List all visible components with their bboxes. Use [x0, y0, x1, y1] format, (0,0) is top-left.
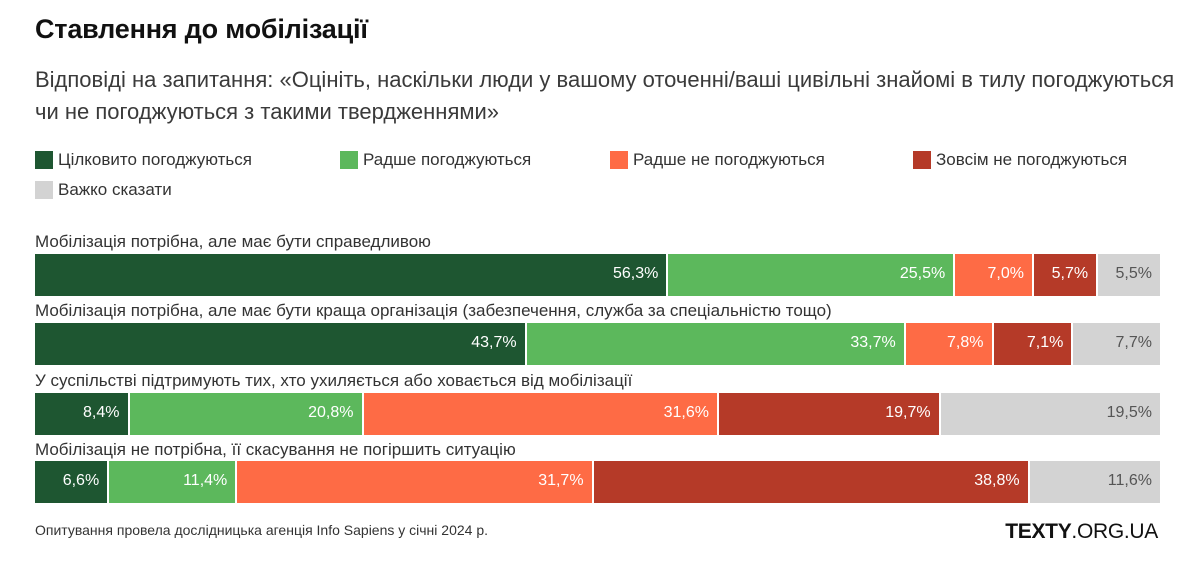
- row-label: Мобілізація не потрібна, її скасування н…: [35, 440, 516, 459]
- bar-segment: 31,7%: [237, 461, 592, 503]
- data-label: 6,6%: [62, 472, 100, 489]
- data-label: 31,6%: [663, 404, 709, 421]
- bar-segment: 43,7%: [35, 323, 525, 365]
- bar-segment: 7,1%: [993, 323, 1072, 365]
- brand-rest: .ORG.UA: [1071, 520, 1158, 543]
- data-label: 43,7%: [471, 334, 517, 351]
- data-label: 7,0%: [987, 265, 1024, 282]
- legend-swatch: [35, 151, 53, 169]
- bar-segment: 6,6%: [35, 461, 108, 503]
- legend-label: Радше не погоджуються: [633, 150, 825, 169]
- legend-label: Радше погоджуються: [363, 150, 532, 169]
- data-label: 8,4%: [83, 404, 120, 421]
- legend-item: Цілковито погоджуються: [35, 150, 252, 170]
- legend-item: Радше не погоджуються: [610, 150, 825, 170]
- data-label: 25,5%: [899, 265, 946, 282]
- bar-segment: 7,8%: [905, 323, 992, 365]
- bar-segment: 38,8%: [593, 461, 1028, 503]
- data-label: 19,5%: [1106, 404, 1152, 421]
- data-label: 20,8%: [308, 404, 354, 421]
- legend-item: Радше погоджуються: [340, 150, 531, 170]
- bar-segment: 20,8%: [129, 393, 362, 435]
- bar-row: 8,4% 20,8% 31,6% 19,7% 19,5%: [35, 393, 1160, 435]
- bar-segment: 19,5%: [940, 393, 1160, 435]
- bar-segment: 31,6%: [363, 393, 717, 435]
- chart-title: Ставлення до мобілізації: [35, 14, 368, 44]
- bar-row: 43,7% 33,7% 7,8% 7,1% 7,7%: [35, 323, 1160, 365]
- bar-segment: 5,5%: [1098, 254, 1160, 296]
- data-label: 31,7%: [538, 472, 584, 489]
- data-label: 19,7%: [885, 404, 931, 421]
- bar-segment: 11,4%: [109, 461, 236, 503]
- data-label: 5,7%: [1051, 265, 1089, 282]
- legend-item: Зовсім не погоджуються: [913, 150, 1127, 170]
- row-label: Мобілізація потрібна, але має бути краща…: [35, 301, 832, 320]
- legend-swatch: [340, 151, 358, 169]
- legend-item: Важко сказати: [35, 180, 172, 200]
- data-label: 7,1%: [1026, 334, 1064, 351]
- bar-segment: 7,0%: [955, 254, 1032, 296]
- bar-segment: 7,7%: [1073, 323, 1160, 365]
- bar-segment: 25,5%: [668, 254, 954, 296]
- bar-row: 6,6% 11,4% 31,7% 38,8% 11,6%: [35, 461, 1160, 503]
- legend-label: Цілковито погоджуються: [58, 150, 252, 169]
- legend-label: Важко сказати: [58, 180, 172, 199]
- data-label: 33,7%: [850, 334, 896, 351]
- data-label: 5,5%: [1115, 265, 1152, 282]
- brand-logo: TEXTY.ORG.UA: [1005, 520, 1158, 544]
- bar-segment: 33,7%: [526, 323, 904, 365]
- legend-swatch: [610, 151, 628, 169]
- bar-segment: 11,6%: [1029, 461, 1160, 503]
- data-label: 7,8%: [947, 334, 984, 351]
- bar-segment: 8,4%: [35, 393, 128, 435]
- row-label: У суспільстві підтримують тих, хто ухиля…: [35, 371, 633, 390]
- data-label: 56,3%: [613, 265, 659, 282]
- data-label: 11,4%: [183, 472, 228, 489]
- brand-bold: TEXTY: [1005, 520, 1072, 543]
- legend-swatch: [35, 181, 53, 199]
- bar-segment: 56,3%: [35, 254, 667, 296]
- row-label: Мобілізація потрібна, але має бути справ…: [35, 232, 431, 251]
- legend-swatch: [913, 151, 931, 169]
- data-label: 7,7%: [1115, 334, 1152, 351]
- legend-label: Зовсім не погоджуються: [936, 150, 1128, 169]
- data-label: 11,6%: [1107, 472, 1152, 489]
- chart-subtitle: Відповіді на запитання: «Оцініть, наскіл…: [35, 67, 1175, 124]
- source-note: Опитування провела дослідницька агенція …: [35, 522, 488, 538]
- bar-segment: 19,7%: [719, 393, 939, 435]
- bar-segment: 5,7%: [1034, 254, 1097, 296]
- data-label: 38,8%: [974, 472, 1020, 489]
- bar-row: 56,3% 25,5% 7,0% 5,7% 5,5%: [35, 254, 1160, 296]
